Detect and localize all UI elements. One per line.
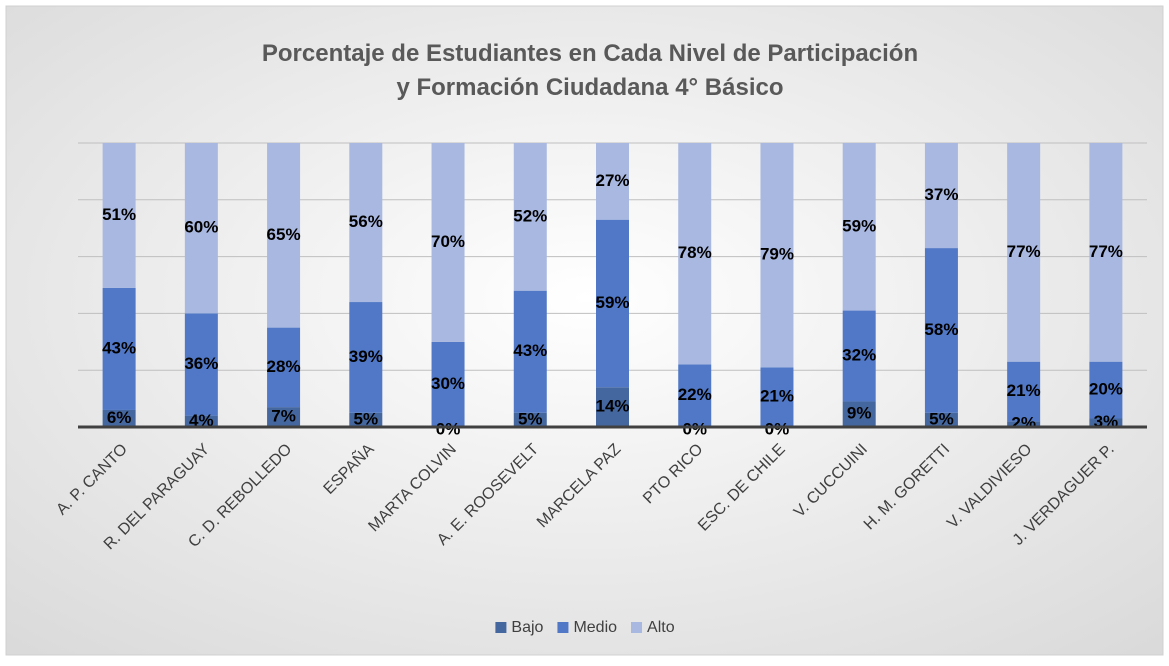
value-label: 22%	[678, 385, 712, 404]
bar-segment	[1007, 361, 1041, 422]
bar-segment	[678, 364, 712, 427]
value-label: 0%	[436, 419, 461, 438]
value-label: 43%	[513, 341, 547, 360]
legend-swatch	[631, 622, 643, 633]
value-label: 4%	[189, 411, 214, 430]
bar-segment	[431, 341, 465, 427]
bar-segment	[102, 143, 136, 288]
bar-segment	[431, 143, 465, 342]
bar-segment	[924, 248, 958, 413]
value-label: 32%	[842, 345, 876, 364]
value-label: 51%	[102, 205, 136, 224]
bar-segment	[267, 143, 301, 328]
value-label: 56%	[349, 212, 383, 231]
value-label: 77%	[1089, 242, 1123, 261]
legend-item: Medio	[557, 619, 617, 636]
legend-item: Bajo	[495, 619, 544, 636]
bar-segment	[842, 401, 876, 427]
chart-area	[5, 5, 1164, 656]
bar-segment	[842, 143, 876, 311]
value-label: 5%	[518, 409, 543, 428]
value-label: 21%	[1007, 381, 1041, 400]
value-label: 78%	[678, 243, 712, 262]
bar-segment	[924, 412, 958, 427]
legend-label: Alto	[647, 619, 675, 636]
value-label: 79%	[760, 245, 794, 264]
bar-segment	[678, 143, 712, 365]
bar-segment	[596, 387, 629, 427]
bar-segment	[842, 310, 876, 402]
bar-segment	[267, 327, 301, 408]
bar-segment	[349, 412, 383, 427]
value-label: 20%	[1089, 380, 1123, 399]
bar-segment	[349, 302, 383, 413]
chart-title: Porcentaje de Estudiantes en Cada Nivel …	[262, 40, 918, 101]
bar-segment	[924, 143, 958, 249]
value-label: 37%	[924, 185, 958, 204]
bar-segment	[1089, 361, 1123, 419]
bar-segment	[760, 367, 794, 427]
value-label: 9%	[847, 404, 872, 423]
bar-segment	[596, 219, 629, 388]
value-label: 5%	[929, 409, 954, 428]
value-label: 59%	[595, 293, 629, 312]
value-label: 5%	[354, 409, 379, 428]
legend-swatch	[495, 622, 507, 633]
bar-segment	[184, 415, 218, 427]
value-label: 27%	[595, 171, 629, 190]
value-label: 60%	[184, 218, 218, 237]
bar-segment	[596, 143, 629, 220]
legend-label: Medio	[573, 619, 617, 636]
bar-segment	[1007, 421, 1041, 427]
value-label: 39%	[349, 347, 383, 366]
value-label: 52%	[513, 206, 547, 225]
legend-label: Bajo	[511, 619, 543, 636]
bar-segment	[513, 412, 547, 427]
value-label: 28%	[267, 357, 301, 376]
legend-swatch	[557, 622, 569, 633]
value-label: 0%	[765, 419, 790, 438]
bar-segment	[1007, 143, 1041, 362]
value-label: 36%	[184, 354, 218, 373]
value-label: 59%	[842, 216, 876, 235]
bar-segment	[102, 409, 136, 427]
bar-segment	[513, 143, 547, 291]
bar-segment	[760, 143, 794, 368]
value-label: 0%	[682, 419, 707, 438]
value-label: 58%	[924, 320, 958, 339]
bar-segment	[513, 290, 547, 413]
value-label: 6%	[107, 408, 132, 427]
legend-item: Alto	[631, 619, 675, 636]
value-label: 7%	[271, 407, 296, 426]
value-label: 30%	[431, 374, 465, 393]
value-label: 77%	[1007, 242, 1041, 261]
bar-segment	[267, 407, 301, 427]
value-label: 70%	[431, 232, 465, 251]
bar-segment	[1089, 418, 1123, 427]
value-label: 2%	[1011, 414, 1036, 433]
bar-segment	[102, 287, 136, 410]
value-label: 65%	[267, 225, 301, 244]
bar-segment	[1089, 143, 1123, 362]
value-label: 21%	[760, 387, 794, 406]
bar-segment	[184, 313, 218, 416]
value-label: 14%	[595, 397, 629, 416]
legend: Bajo Medio Alto	[495, 619, 675, 636]
value-label: 43%	[102, 338, 136, 357]
bar-segment	[184, 143, 218, 314]
bar-segment	[349, 143, 383, 303]
